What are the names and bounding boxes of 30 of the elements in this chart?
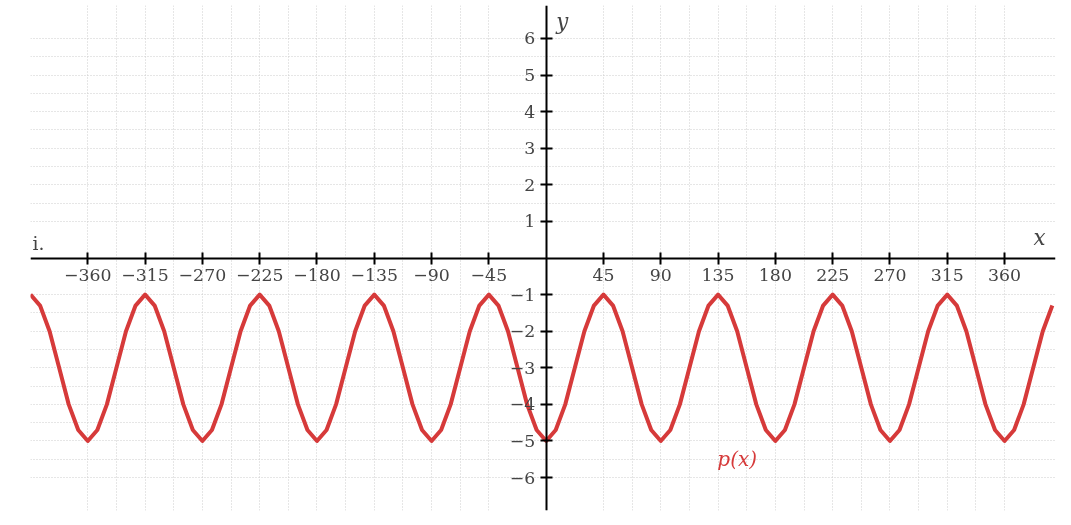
y-tick-label: −6 [509, 467, 536, 488]
x-tick-label: −45 [470, 265, 508, 285]
x-tick-label: 180 [758, 265, 792, 285]
x-tick-label: −270 [178, 265, 227, 285]
x-tick-label: 225 [816, 265, 850, 285]
x-tick-label: 45 [592, 265, 615, 285]
series-label: p(x) [717, 446, 758, 471]
y-tick-label: −5 [509, 430, 536, 451]
y-tick-label: 1 [524, 211, 536, 232]
y-tick-label: 6 [524, 28, 536, 49]
annotation: i. [32, 233, 45, 254]
y-axis-title: y [555, 8, 570, 34]
y-tick-label: 4 [524, 101, 536, 122]
y-tick-label: 3 [524, 138, 536, 159]
x-axis-title: x [1033, 225, 1046, 250]
y-tick-label: −2 [509, 321, 536, 342]
x-tick-label: −360 [64, 265, 112, 285]
x-tick-label: −315 [121, 265, 169, 285]
x-tick-label: −135 [350, 265, 399, 285]
x-tick-label: −90 [413, 265, 450, 285]
x-tick-label: −180 [293, 265, 341, 285]
x-tick-label: 90 [649, 265, 672, 285]
y-tick-label: −1 [509, 284, 536, 305]
x-tick-label: 360 [988, 265, 1022, 285]
x-tick-label: 135 [701, 265, 735, 285]
y-tick-label: 2 [524, 174, 536, 195]
y-tick-label: 5 [524, 65, 536, 86]
x-tick-label: 270 [873, 265, 907, 285]
x-tick-label: 315 [930, 265, 964, 285]
x-tick-label: −225 [235, 265, 284, 285]
